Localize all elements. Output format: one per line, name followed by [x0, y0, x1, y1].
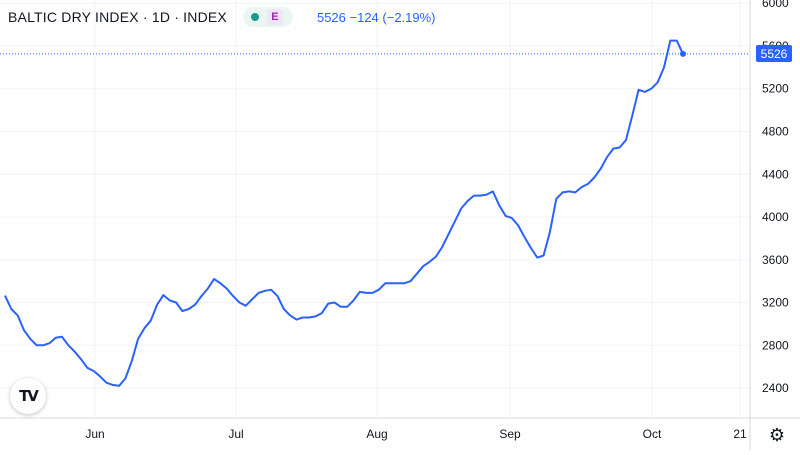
x-tick-label: Sep: [499, 427, 521, 441]
x-axis-tick-labels: Jun Jul Aug Sep Oct 21: [85, 427, 747, 441]
series-line: [4, 39, 684, 387]
y-tick-label: 2800: [762, 338, 789, 352]
y-tick-label: 4800: [762, 124, 789, 138]
y-tick-label: 2400: [762, 381, 789, 395]
price-quote: 5526 −124 (−2.19%): [316, 9, 436, 25]
market-status-dot-icon: [250, 13, 259, 21]
x-tick-label: Oct: [643, 427, 662, 441]
last-price-badge: 5526: [756, 45, 792, 63]
x-tick-label: Jul: [228, 427, 243, 441]
logo-text: TV: [19, 387, 39, 405]
x-tick-label: 21: [733, 427, 747, 441]
series-layer: [0, 39, 750, 387]
tradingview-logo-icon[interactable]: TV: [10, 378, 46, 414]
earnings-badge: E: [266, 9, 283, 25]
chart-header: BALTIC DRY INDEX · 1D · INDEX E 5526 −12…: [8, 4, 436, 30]
y-tick-label: 6000: [762, 0, 789, 10]
symbol-title[interactable]: BALTIC DRY INDEX · 1D · INDEX: [8, 9, 227, 25]
y-tick-label: 4000: [762, 210, 789, 224]
status-pill[interactable]: E: [242, 7, 293, 27]
y-tick-label: 5200: [762, 82, 789, 96]
x-tick-label: Aug: [366, 427, 387, 441]
grid-lines: [0, 0, 750, 418]
gear-icon[interactable]: ⚙: [768, 424, 786, 446]
y-tick-label: 3200: [762, 296, 789, 310]
y-tick-label: 4400: [762, 167, 789, 181]
x-tick-label: Jun: [85, 427, 104, 441]
last-point-marker: [680, 50, 686, 57]
y-tick-label: 3600: [762, 253, 789, 267]
